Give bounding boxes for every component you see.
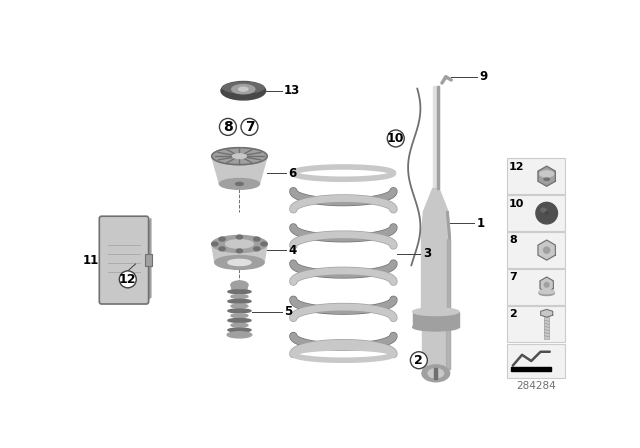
Ellipse shape [228,319,251,323]
Bar [507,269,565,305]
Text: 12: 12 [509,162,524,172]
Polygon shape [413,312,459,327]
Circle shape [410,352,428,369]
Text: 8: 8 [223,120,233,134]
Polygon shape [446,327,450,370]
Polygon shape [538,166,556,186]
Ellipse shape [231,314,248,318]
Ellipse shape [221,82,266,100]
Text: 8: 8 [509,236,516,246]
Text: 6: 6 [288,167,296,180]
Ellipse shape [545,282,549,287]
Ellipse shape [232,85,255,94]
Bar [507,306,565,342]
FancyBboxPatch shape [99,216,148,304]
Text: 7: 7 [244,120,254,134]
Bar [511,367,551,371]
Text: 13: 13 [284,84,300,97]
Ellipse shape [212,148,267,165]
Ellipse shape [219,237,225,241]
Polygon shape [540,277,554,293]
Circle shape [536,202,557,224]
Polygon shape [424,189,448,211]
Ellipse shape [544,178,549,181]
Ellipse shape [236,235,243,239]
Ellipse shape [225,240,253,248]
Bar [507,232,565,268]
Polygon shape [447,211,451,238]
Ellipse shape [212,236,267,252]
Ellipse shape [541,208,547,212]
Bar [433,86,439,189]
Ellipse shape [219,247,225,251]
Bar [437,86,439,189]
Bar [545,317,549,339]
Circle shape [241,118,258,135]
Bar [145,254,152,266]
Polygon shape [212,156,267,184]
Text: 2: 2 [509,310,516,319]
Text: 10: 10 [387,132,404,145]
Text: 10: 10 [509,198,524,208]
Polygon shape [421,238,451,315]
Ellipse shape [422,365,450,382]
Ellipse shape [223,82,264,93]
Text: 7: 7 [509,272,516,282]
Ellipse shape [428,369,444,378]
Ellipse shape [232,154,246,159]
Polygon shape [447,238,451,315]
Text: 2: 2 [415,354,423,367]
Ellipse shape [540,171,554,177]
Ellipse shape [231,281,248,289]
Ellipse shape [539,290,554,293]
Ellipse shape [413,308,459,315]
Polygon shape [541,310,553,317]
Ellipse shape [231,323,248,327]
Text: 3: 3 [422,247,431,260]
Ellipse shape [228,309,251,313]
Bar [507,158,565,194]
Ellipse shape [543,247,550,253]
Circle shape [387,130,404,147]
Ellipse shape [236,182,243,185]
Ellipse shape [254,247,260,251]
Ellipse shape [413,323,459,331]
Polygon shape [212,244,267,263]
Text: 12: 12 [119,273,136,286]
Ellipse shape [227,332,252,338]
Ellipse shape [228,328,251,332]
Text: 9: 9 [479,70,487,83]
Polygon shape [147,219,151,302]
Ellipse shape [228,259,251,266]
Ellipse shape [545,211,548,215]
Ellipse shape [212,242,218,246]
Polygon shape [421,211,451,238]
Bar [507,344,565,378]
Text: 11: 11 [83,254,99,267]
Ellipse shape [261,242,267,246]
Polygon shape [231,285,248,292]
Text: 284284: 284284 [516,381,556,391]
Ellipse shape [236,249,243,253]
Ellipse shape [239,87,248,91]
Polygon shape [422,327,450,370]
Ellipse shape [231,304,248,308]
Ellipse shape [228,299,251,303]
Polygon shape [538,240,556,260]
Ellipse shape [254,237,260,241]
Text: 1: 1 [477,217,484,230]
Ellipse shape [231,295,248,298]
Text: 4: 4 [288,244,296,257]
Ellipse shape [215,255,264,269]
Ellipse shape [220,178,259,189]
Text: 5: 5 [284,305,292,318]
Bar [435,368,437,379]
Circle shape [220,118,236,135]
Ellipse shape [539,291,554,296]
Bar [507,195,565,231]
Ellipse shape [228,290,251,293]
Circle shape [119,271,136,288]
